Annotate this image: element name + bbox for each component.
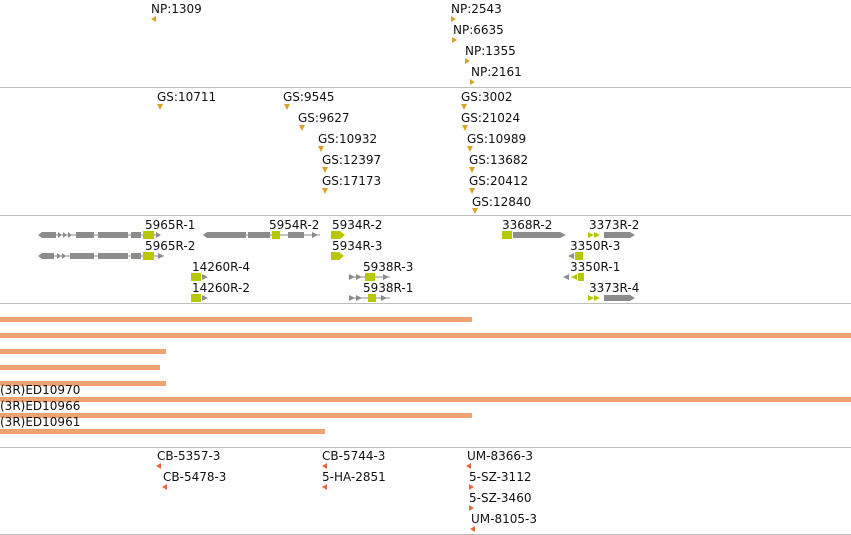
feature-label[interactable]: 5-HA-2851 [322,470,386,484]
flag-right-icon[interactable] [469,484,474,490]
deletion-track: (3R)ED10970 (3R)ED10966 (3R)ED10961 [0,304,851,448]
gene-glyph-5954r-2[interactable] [203,231,320,239]
flag-left-icon[interactable] [151,16,156,22]
gene-label[interactable]: 14260R-2 [192,281,250,295]
gene-glyph-5938r-3[interactable] [349,273,390,281]
gene-glyph-3350r-1[interactable] [563,273,584,281]
deletion-bar[interactable] [0,397,851,402]
gene-label[interactable]: 14260R-4 [192,260,250,274]
flag-down-icon[interactable] [472,208,478,214]
flag-right-icon[interactable] [451,16,456,22]
flag-right-icon[interactable] [469,505,474,511]
feature-label[interactable]: GS:10932 [318,132,378,146]
flag-down-icon[interactable] [299,125,305,131]
flag-down-icon[interactable] [469,167,475,173]
feature-label[interactable]: GS:9545 [283,90,335,104]
gene-label[interactable]: 3373R-2 [589,218,640,232]
feature-label[interactable]: GS:9627 [298,111,350,125]
feature-label[interactable]: GS:20412 [469,174,529,188]
feature-label[interactable]: NP:6635 [453,23,504,37]
gene-label[interactable]: 5965R-2 [145,239,196,253]
deletion-bar[interactable] [0,381,166,386]
feature-label[interactable]: GS:3002 [461,90,513,104]
flag-down-icon[interactable] [461,104,467,110]
feature-label[interactable]: UM-8105-3 [471,512,537,526]
flag-right-icon[interactable] [452,37,457,43]
feature-label[interactable]: GS:10711 [157,90,217,104]
gene-glyph-14260r-4[interactable] [191,273,208,281]
flag-left-icon[interactable] [322,484,327,490]
feature-label[interactable]: GS:21024 [461,111,521,125]
flag-left-icon[interactable] [162,484,167,490]
flag-down-icon[interactable] [467,146,473,152]
deletion-bar[interactable] [0,349,166,354]
flag-left-icon[interactable] [466,463,471,469]
gene-glyph-3373r-4[interactable] [588,295,635,301]
gene-label[interactable]: 5954R-2 [269,218,320,232]
gene-label[interactable]: 3350R-3 [570,239,621,253]
gene-glyphs [38,231,635,302]
deletion-bar[interactable] [0,317,472,322]
feature-label[interactable]: GS:10989 [467,132,527,146]
flag-down-icon[interactable] [322,188,328,194]
deletion-bar[interactable] [0,413,472,418]
feature-label[interactable]: CB-5744-3 [322,449,386,463]
feature-label[interactable]: NP:1355 [465,44,516,58]
gene-glyph-3373r-2[interactable] [588,232,635,238]
flag-down-icon[interactable] [469,188,475,194]
feature-label[interactable]: GS:12840 [472,195,532,209]
gene-label[interactable]: 3350R-1 [570,260,621,274]
flag-left-icon[interactable] [470,526,475,532]
gene-glyph-5938r-1[interactable] [349,294,390,302]
flag-left-icon[interactable] [156,463,161,469]
deletion-bar[interactable] [0,365,160,370]
deletion-label[interactable]: (3R)ED10970 [0,383,81,397]
feature-label[interactable]: 5-SZ-3112 [469,470,532,484]
feature-label[interactable]: GS:13682 [469,153,529,167]
feature-label[interactable]: GS:17173 [322,174,382,188]
insertion-track: CB-5357-3 CB-5478-3 CB-5744-3 5-HA-2851 … [0,448,851,535]
gene-label[interactable]: 3368R-2 [502,218,553,232]
gene-label[interactable]: 5938R-1 [363,281,414,295]
flag-right-icon[interactable] [465,58,470,64]
gene-glyph-3350r-3[interactable] [568,252,583,260]
deletion-bar[interactable] [0,333,851,338]
gene-label[interactable]: 5938R-3 [363,260,414,274]
feature-label[interactable]: CB-5478-3 [163,470,227,484]
gene-glyph-5965r-2[interactable] [38,252,164,260]
gene-glyph-14260r-2[interactable] [191,294,208,302]
gene-glyph-3368r-2[interactable] [502,231,566,239]
flag-right-icon[interactable] [470,79,475,85]
gene-glyph-5934r-3[interactable] [331,252,344,260]
deletion-label[interactable]: (3R)ED10966 [0,399,81,413]
feature-label[interactable]: CB-5357-3 [157,449,221,463]
gene-model-track: 5965R-1 5965R-2 5954R-2 5934R-2 5934R-3 … [0,216,851,304]
gene-glyph-5934r-2[interactable] [331,231,345,239]
feature-label[interactable]: GS:12397 [322,153,382,167]
np-track: NP:1309 NP:2543 NP:6635 NP:1355 NP:2161 [0,0,851,88]
flag-left-icon[interactable] [322,463,327,469]
deletion-label[interactable]: (3R)ED10961 [0,415,81,429]
flag-down-icon[interactable] [284,104,290,110]
feature-label[interactable]: UM-8366-3 [467,449,533,463]
flag-down-icon[interactable] [322,167,328,173]
gene-label[interactable]: 5934R-2 [332,218,383,232]
gene-label[interactable]: 3373R-4 [589,281,640,295]
feature-label[interactable]: 5-SZ-3460 [469,491,532,505]
gs-track: GS:10711 GS:9545 GS:9627 GS:10932 GS:123… [0,88,851,216]
gene-label[interactable]: 5934R-3 [332,239,383,253]
gene-label[interactable]: 5965R-1 [145,218,196,232]
flag-down-icon[interactable] [462,125,468,131]
feature-label[interactable]: NP:2543 [451,2,502,16]
feature-label[interactable]: NP:1309 [151,2,202,16]
deletion-bar[interactable] [0,429,325,434]
flag-down-icon[interactable] [318,146,324,152]
gene-glyph-5965r-1[interactable] [38,231,161,239]
flag-down-icon[interactable] [157,104,163,110]
feature-label[interactable]: NP:2161 [471,65,522,79]
